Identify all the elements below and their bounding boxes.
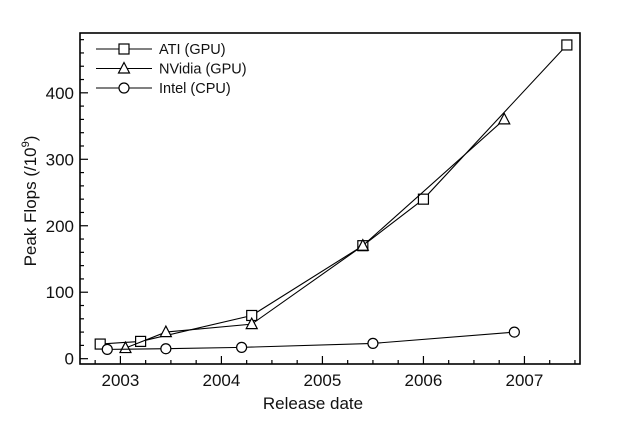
legend-marker-triangle — [117, 61, 131, 74]
data-point-intel — [160, 343, 172, 355]
y-axis: 0 100 200 300 400 — [46, 39, 88, 369]
x-axis-title: Release date — [263, 394, 363, 413]
y-axis-title-main: Peak Flops (/10 — [21, 147, 40, 266]
data-point-nvidia — [118, 340, 132, 354]
series-line-ati — [100, 44, 568, 345]
series-ati — [94, 39, 573, 350]
data-point-nvidia — [159, 324, 173, 338]
x-tick-label: 2007 — [506, 371, 544, 390]
data-point-nvidia — [245, 316, 259, 330]
data-point-ati — [135, 335, 147, 348]
series-layer — [94, 39, 573, 355]
x-tick-label: 2003 — [101, 371, 139, 390]
legend-label: NVidia (GPU) — [159, 62, 247, 78]
legend-marker-circle — [118, 82, 130, 94]
data-point-ati — [561, 39, 573, 51]
data-point-intel — [508, 326, 520, 338]
data-point-intel — [367, 337, 379, 349]
x-tick-label: 2005 — [304, 371, 342, 390]
y-tick-label: 300 — [46, 150, 74, 169]
data-point-nvidia — [356, 238, 370, 251]
data-point-nvidia — [497, 112, 511, 125]
legend: ATI (GPU) NVidia (GPU) Intel (CPU) — [96, 42, 247, 97]
series-line-nvidia — [125, 118, 505, 349]
legend-entry-nvidia: NVidia (GPU) — [96, 61, 247, 78]
data-point-intel — [101, 343, 113, 355]
y-axis-title-close: ) — [21, 136, 40, 142]
x-tick-label: 2004 — [203, 371, 241, 390]
data-point-ati — [94, 338, 106, 350]
y-axis-title: Peak Flops (/109) — [20, 136, 40, 267]
data-point-ati — [417, 193, 430, 205]
legend-label: ATI (GPU) — [159, 42, 226, 58]
y-tick-label: 100 — [46, 283, 74, 302]
y-axis-title-exponent: 9 — [20, 141, 32, 147]
y-tick-label: 0 — [65, 350, 74, 369]
legend-entry-ati: ATI (GPU) — [96, 42, 226, 58]
data-point-intel — [236, 341, 248, 353]
y-tick-label: 400 — [46, 84, 74, 103]
x-tick-label: 2006 — [405, 371, 443, 390]
legend-entry-intel: Intel (CPU) — [96, 81, 231, 97]
y-tick-label: 200 — [46, 217, 74, 236]
plot-frame — [79, 32, 581, 365]
series-nvidia — [118, 112, 511, 354]
legend-label: Intel (CPU) — [159, 81, 231, 97]
x-axis: 2003 2004 2005 2006 2007 — [94, 356, 576, 390]
legend-marker-square — [118, 43, 130, 55]
series-intel — [101, 326, 520, 355]
